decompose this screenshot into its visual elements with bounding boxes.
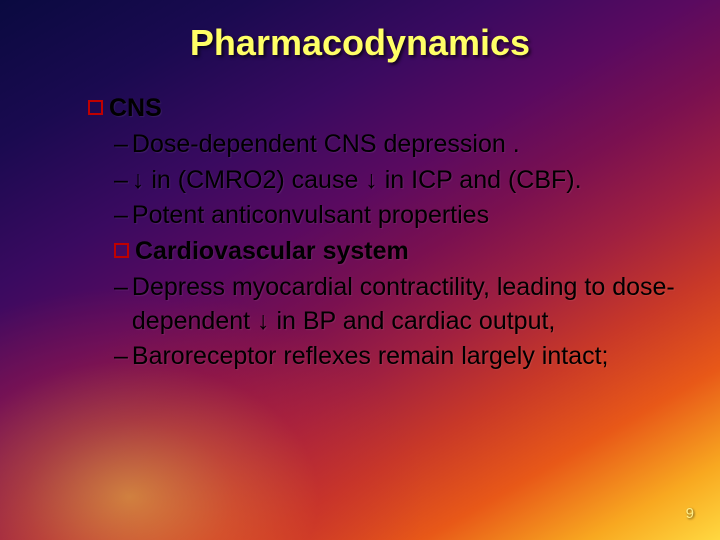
list-item: – Depress myocardial contractility, lead…	[114, 271, 680, 339]
square-bullet-icon	[88, 100, 103, 115]
list-item: – ↓ in (CMRO2) cause ↓ in ICP and (CBF).	[114, 164, 680, 198]
list-item: – Potent anticonvulsant properties	[114, 199, 680, 233]
dash-bullet-icon: –	[114, 164, 128, 198]
dash-bullet-icon: –	[114, 340, 128, 374]
dash-bullet-icon: –	[114, 199, 128, 233]
page-number: 9	[686, 505, 694, 522]
list-item: – Baroreceptor reflexes remain largely i…	[114, 340, 680, 374]
dash-bullet-icon: –	[114, 271, 128, 339]
item-text: Potent anticonvulsant properties	[132, 199, 680, 233]
section-heading-cardiovascular: Cardiovascular system	[114, 235, 680, 269]
item-text: Dose-dependent CNS depression .	[132, 128, 680, 162]
heading-text: CNS	[109, 92, 162, 126]
slide-title: Pharmacodynamics	[0, 22, 720, 64]
dash-bullet-icon: –	[114, 128, 128, 162]
item-text: Depress myocardial contractility, leadin…	[132, 271, 680, 339]
slide-body: CNS – Dose-dependent CNS depression . – …	[88, 92, 680, 376]
list-item: – Dose-dependent CNS depression .	[114, 128, 680, 162]
item-text: Baroreceptor reflexes remain largely int…	[132, 340, 680, 374]
heading-text: Cardiovascular system	[135, 235, 409, 269]
square-bullet-icon	[114, 243, 129, 258]
item-text: ↓ in (CMRO2) cause ↓ in ICP and (CBF).	[132, 164, 680, 198]
slide: Pharmacodynamics CNS – Dose-dependent CN…	[0, 0, 720, 540]
section-heading-cns: CNS	[88, 92, 680, 126]
